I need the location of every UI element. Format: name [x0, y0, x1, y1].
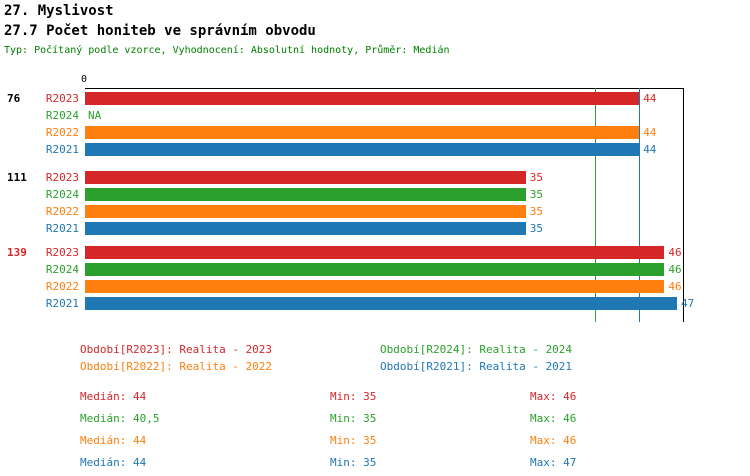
stats-row-R2024: Medián: 40,5 Min: 35 Max: 46	[80, 412, 700, 426]
series-row-label: R2022	[45, 205, 79, 218]
bar-R2022	[85, 126, 640, 139]
series-row-label: R2021	[45, 297, 79, 310]
na-value-label: NA	[88, 109, 102, 122]
stats-row-R2023: Medián: 44 Min: 35 Max: 46	[80, 390, 700, 404]
bar-R2022	[85, 280, 665, 293]
series-row-label: R2023	[45, 92, 79, 105]
bar-value-label: 35	[529, 205, 544, 218]
median-reference-line	[595, 88, 597, 322]
stats-max-value: Max: 46	[530, 434, 577, 447]
bar-value-label: 46	[668, 263, 682, 276]
bar-value-label: 46	[668, 246, 682, 259]
legend-item-R2022: Období[R2022]: Realita - 2022	[80, 360, 273, 373]
bar-value-label: 46	[668, 280, 682, 293]
stats-median-value: Medián: 44	[80, 456, 147, 469]
series-row-label: R2023	[45, 246, 79, 259]
bar-R2024	[85, 188, 526, 201]
bar-R2024	[85, 263, 665, 276]
group-label: 76	[7, 92, 21, 105]
series-row-label: R2021	[45, 222, 79, 235]
bar-value-label: 44	[643, 143, 657, 156]
stats-median-value: Medián: 44	[80, 390, 147, 403]
bar-R2021	[85, 222, 526, 235]
bar-R2023	[85, 171, 526, 184]
stats-min-value: Min: 35	[330, 412, 377, 425]
series-row-label: R2024	[45, 263, 79, 276]
legend-item-R2021: Období[R2021]: Realita - 2021	[380, 360, 573, 373]
stats-row-R2021: Medián: 44 Min: 35 Max: 47	[80, 456, 700, 470]
stats-max-value: Max: 46	[530, 390, 577, 403]
stats-min-value: Min: 35	[330, 390, 377, 403]
plot-area: 0 76 R2023 44 R2024 NA R2022 44 R2021 44 111 R2023…	[0, 74, 750, 322]
stats-median-value: Medián: 44	[80, 434, 147, 447]
bar-R2021	[85, 143, 640, 156]
chart-subtitle: 27.7 Počet honiteb ve správním obvodu	[4, 23, 316, 39]
bar-R2023	[85, 92, 640, 105]
plot-right-frame-line	[683, 88, 684, 322]
bar-value-label: 35	[529, 171, 544, 184]
chart-info-line: Typ: Počítaný podle vzorce, Vyhodnocení:…	[4, 45, 450, 56]
bar-value-label: 44	[643, 92, 657, 105]
series-row-label: R2024	[45, 188, 79, 201]
bar-value-label: 35	[529, 222, 544, 235]
series-row-label: R2024	[45, 109, 79, 122]
legend: Období[R2023]: Realita - 2023 Období[R202…	[80, 343, 572, 373]
bar-R2023	[85, 246, 665, 259]
page-title: 27. Myslivost	[4, 3, 114, 19]
bar-R2021	[85, 297, 677, 310]
bar-R2022	[85, 205, 526, 218]
legend-item-R2023: Období[R2023]: Realita - 2023	[80, 343, 273, 356]
median-reference-line	[639, 88, 641, 322]
bar-value-label: 35	[529, 188, 544, 201]
series-row-label: R2022	[45, 126, 79, 139]
stats-median-value: Medián: 40,5	[80, 412, 160, 425]
stats-min-value: Min: 35	[330, 456, 377, 469]
legend-item-R2024: Období[R2024]: Realita - 2024	[380, 343, 573, 356]
x-axis-line	[85, 88, 683, 89]
bar-value-label: 47	[681, 297, 695, 310]
series-row-label: R2022	[45, 280, 79, 293]
stats-max-value: Max: 46	[530, 412, 577, 425]
bar-value-label: 44	[643, 126, 657, 139]
group-label: 139	[7, 246, 27, 259]
x-axis-zero-tick-label: 0	[81, 74, 88, 85]
stats-max-value: Max: 47	[530, 456, 577, 469]
series-row-label: R2021	[45, 143, 79, 156]
group-label: 111	[7, 171, 27, 184]
stats-row-R2022: Medián: 44 Min: 35 Max: 46	[80, 434, 700, 448]
series-row-label: R2023	[45, 171, 79, 184]
stats-min-value: Min: 35	[330, 434, 377, 447]
